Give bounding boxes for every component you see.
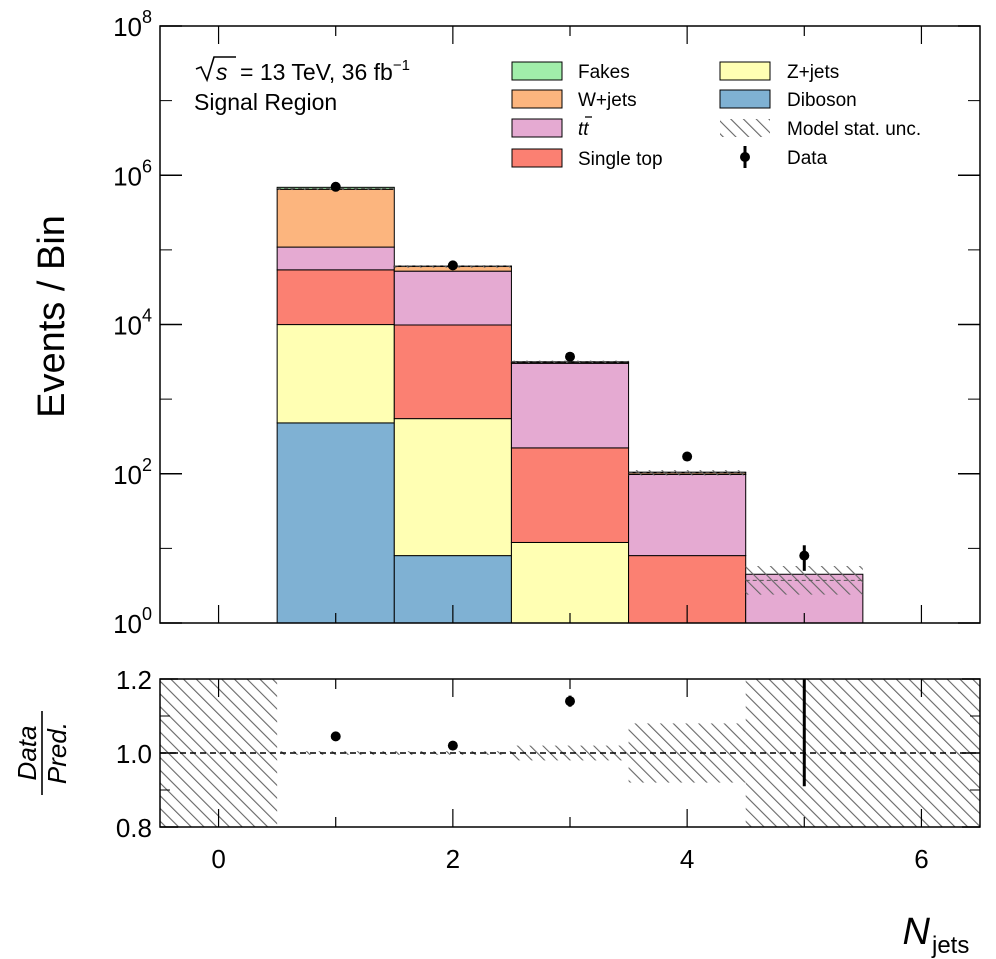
xtick-label-2: 4 [680, 844, 694, 874]
y-axis-label: Events / Bin [31, 215, 73, 418]
legend-swatch-2 [511, 118, 563, 138]
xtick-label-0: 0 [211, 844, 225, 874]
ytick-label-8: 108 [113, 7, 152, 42]
xtick-label-3: 6 [914, 844, 928, 874]
data-point-3 [565, 351, 575, 362]
ratio-ylabel-num: Data [12, 726, 42, 781]
bar-single-top-3 [510, 447, 630, 543]
ratio-point-2 [447, 740, 458, 751]
bar-diboson-1 [276, 422, 395, 624]
main-stacked-bars [276, 186, 864, 624]
ratio-point-3 [565, 696, 575, 707]
legend-swatch-c2-0 [719, 61, 771, 81]
bar-single-top-1 [276, 269, 395, 326]
ytick-label-6: 106 [113, 156, 152, 191]
xtick-label-1: 2 [446, 844, 460, 874]
legend-data-marker [740, 152, 750, 162]
legend-swatch-3 [511, 148, 563, 168]
legend-label-1: W+jets [578, 90, 637, 111]
bar-w-jets-1 [276, 188, 395, 248]
bar-t-4 [628, 473, 747, 557]
bar-t-2 [393, 270, 512, 326]
ratio-axes: 0.8 1.0 1.2 0 2 4 6 N jets Data Pred. [12, 665, 981, 959]
legend-label-ttbar: tt [578, 119, 589, 140]
ratio-ytick-label-1: 1.0 [116, 739, 152, 769]
ratio-ylabel-den: Pred. [42, 722, 72, 784]
bar-z-jets-1 [276, 324, 395, 424]
main-data-points [330, 181, 810, 571]
annotation: s = 13 TeV, 36 fb−1 Signal Region [194, 56, 410, 115]
data-point-2 [447, 260, 458, 271]
annot-region: Signal Region [194, 89, 337, 115]
bar-t-3 [510, 362, 630, 449]
x-axis-label: N [903, 911, 931, 953]
legend-swatch-c2-1 [719, 89, 771, 109]
legend-swatch-1 [511, 89, 563, 109]
ytick-label-2: 102 [113, 455, 152, 490]
main-axes: 100 102 104 106 108 Events / Bin [31, 7, 981, 639]
bar-z-jets-3 [510, 541, 630, 624]
sqrt-sign [195, 56, 236, 83]
legend-label-3: Single top [578, 149, 663, 170]
legend-label-stat-unc: Model stat. unc. [787, 119, 921, 140]
legend-swatch-0 [511, 61, 563, 81]
ratio-unc-band-0 [160, 679, 278, 827]
ytick-label-4: 104 [113, 306, 152, 341]
ratio-unc-band-4 [628, 723, 746, 783]
data-point-4 [682, 451, 693, 462]
legend-label-c2-0: Z+jets [787, 62, 839, 83]
ratio-ytick-label-2: 1.2 [116, 665, 152, 695]
legend-label-0: Fakes [578, 62, 630, 83]
annot-energy-lumi: = 13 TeV, 36 fb−1 [240, 57, 410, 85]
data-point-5 [799, 550, 810, 561]
ratio-ytick-label-0: 0.8 [116, 813, 152, 843]
ratio-unc-band [160, 679, 980, 827]
bar-t-1 [276, 246, 395, 271]
legend: Fakes W+jets tt Single top Z+jets Diboson Mode… [511, 61, 921, 170]
legend-label-data: Data [787, 148, 828, 169]
bar-single-top-2 [393, 324, 512, 420]
ratio-data-points [330, 679, 806, 787]
ytick-label-0: 100 [113, 604, 152, 639]
data-point-1 [330, 181, 341, 192]
legend-swatch-stat-unc [720, 119, 770, 137]
x-axis-label-sub: jets [931, 932, 969, 959]
bar-z-jets-2 [393, 418, 512, 557]
legend-label-c2-1: Diboson [787, 90, 857, 111]
ratio-point-1 [330, 731, 341, 742]
annot-sqrt-s: s [216, 59, 228, 85]
